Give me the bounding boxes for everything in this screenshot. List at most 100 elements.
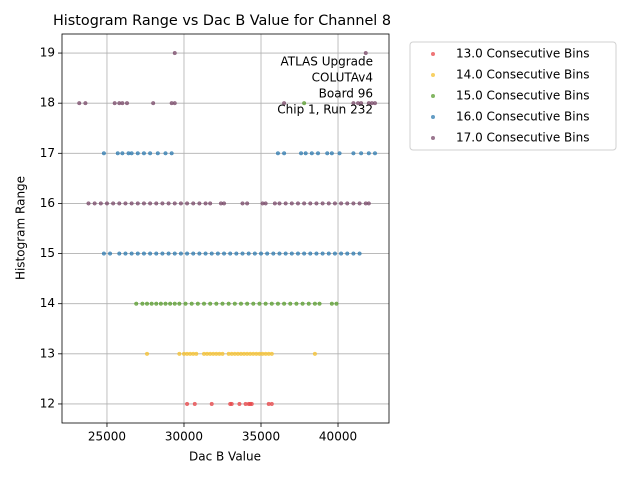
scatter-point	[160, 251, 165, 256]
legend-label: 15.0 Consecutive Bins	[456, 89, 589, 103]
scatter-point	[277, 201, 282, 206]
scatter-point	[141, 251, 146, 256]
scatter-point	[101, 251, 106, 256]
scatter-point	[337, 151, 342, 156]
scatter-point	[372, 151, 377, 156]
scatter-point	[282, 101, 287, 106]
scatter-point	[145, 301, 150, 306]
scatter-point	[326, 251, 331, 256]
scatter-point	[272, 201, 277, 206]
scatter-point	[300, 301, 305, 306]
scatter-point	[129, 201, 134, 206]
scatter-point	[282, 301, 287, 306]
scatter-point	[302, 101, 307, 106]
scatter-point	[240, 251, 245, 256]
y-tick-label: 14	[40, 296, 55, 310]
scatter-point	[295, 201, 300, 206]
scatter-point	[229, 401, 234, 406]
scatter-point	[332, 251, 337, 256]
scatter-point	[329, 151, 334, 156]
scatter-point	[232, 301, 237, 306]
scatter-point	[308, 201, 313, 206]
scatter-point	[172, 301, 177, 306]
scatter-point	[312, 301, 317, 306]
scatter-point	[202, 301, 207, 306]
scatter-point	[359, 151, 364, 156]
scatter-point	[263, 301, 268, 306]
scatter-point	[101, 151, 106, 156]
scatter-point	[339, 251, 344, 256]
scatter-point	[351, 201, 356, 206]
scatter-point	[135, 251, 140, 256]
legend-label: 14.0 Consecutive Bins	[456, 68, 589, 82]
x-tick-label: 40000	[319, 430, 357, 444]
scatter-point	[83, 101, 88, 106]
scatter-point	[214, 301, 219, 306]
scatter-point	[277, 251, 282, 256]
scatter-point	[166, 201, 171, 206]
scatter-point	[177, 351, 182, 356]
scatter-point	[185, 401, 190, 406]
scatter-point	[166, 251, 171, 256]
scatter-point	[363, 51, 368, 56]
scatter-point	[154, 251, 159, 256]
scatter-point	[183, 301, 188, 306]
scatter-point	[357, 201, 362, 206]
y-tick-label: 12	[40, 396, 55, 410]
scatter-point	[245, 201, 250, 206]
scatter-point	[195, 301, 200, 306]
scatter-point	[154, 201, 159, 206]
scatter-point	[185, 251, 190, 256]
scatter-point	[92, 201, 97, 206]
scatter-point	[117, 201, 122, 206]
scatter-point	[191, 201, 196, 206]
scatter-point	[178, 251, 183, 256]
scatter-point	[208, 201, 213, 206]
scatter-point	[345, 201, 350, 206]
scatter-point	[265, 251, 270, 256]
scatter-point	[203, 251, 208, 256]
scatter-point	[172, 101, 177, 106]
scatter-point	[237, 401, 242, 406]
scatter-point	[275, 151, 280, 156]
scatter-point	[149, 301, 154, 306]
scatter-point	[339, 201, 344, 206]
legend-marker	[431, 136, 435, 140]
scatter-point	[141, 201, 146, 206]
scatter-point	[263, 201, 268, 206]
annotation: COLUTAv4	[312, 71, 373, 85]
scatter-point	[234, 251, 239, 256]
legend-label: 16.0 Consecutive Bins	[456, 110, 589, 124]
scatter-point	[168, 301, 173, 306]
scatter-point	[238, 301, 243, 306]
scatter-point	[124, 101, 129, 106]
y-tick-label: 18	[40, 96, 55, 110]
scatter-point	[314, 251, 319, 256]
legend-label: 13.0 Consecutive Bins	[456, 47, 589, 61]
scatter-point	[148, 251, 153, 256]
scatter-point	[302, 251, 307, 256]
scatter-point	[148, 151, 153, 156]
scatter-point	[178, 201, 183, 206]
scatter-point	[249, 401, 254, 406]
scatter-point	[303, 151, 308, 156]
scatter-point	[306, 301, 311, 306]
scatter-point	[104, 201, 109, 206]
scatter-point	[115, 151, 120, 156]
legend-box	[409, 41, 617, 151]
scatter-point	[357, 251, 362, 256]
scatter-point	[172, 51, 177, 56]
scatter-point	[154, 301, 159, 306]
scatter-point	[140, 301, 145, 306]
scatter-point	[177, 301, 182, 306]
scatter-point	[366, 201, 371, 206]
scatter-point	[259, 251, 264, 256]
scatter-point	[141, 151, 146, 156]
scatter-point	[288, 301, 293, 306]
scatter-point	[245, 301, 250, 306]
scatter-point	[351, 251, 356, 256]
x-axis-label: Dac B Value	[189, 450, 261, 464]
scatter-point	[252, 251, 257, 256]
scatter-point	[163, 301, 168, 306]
scatter-point	[135, 201, 140, 206]
